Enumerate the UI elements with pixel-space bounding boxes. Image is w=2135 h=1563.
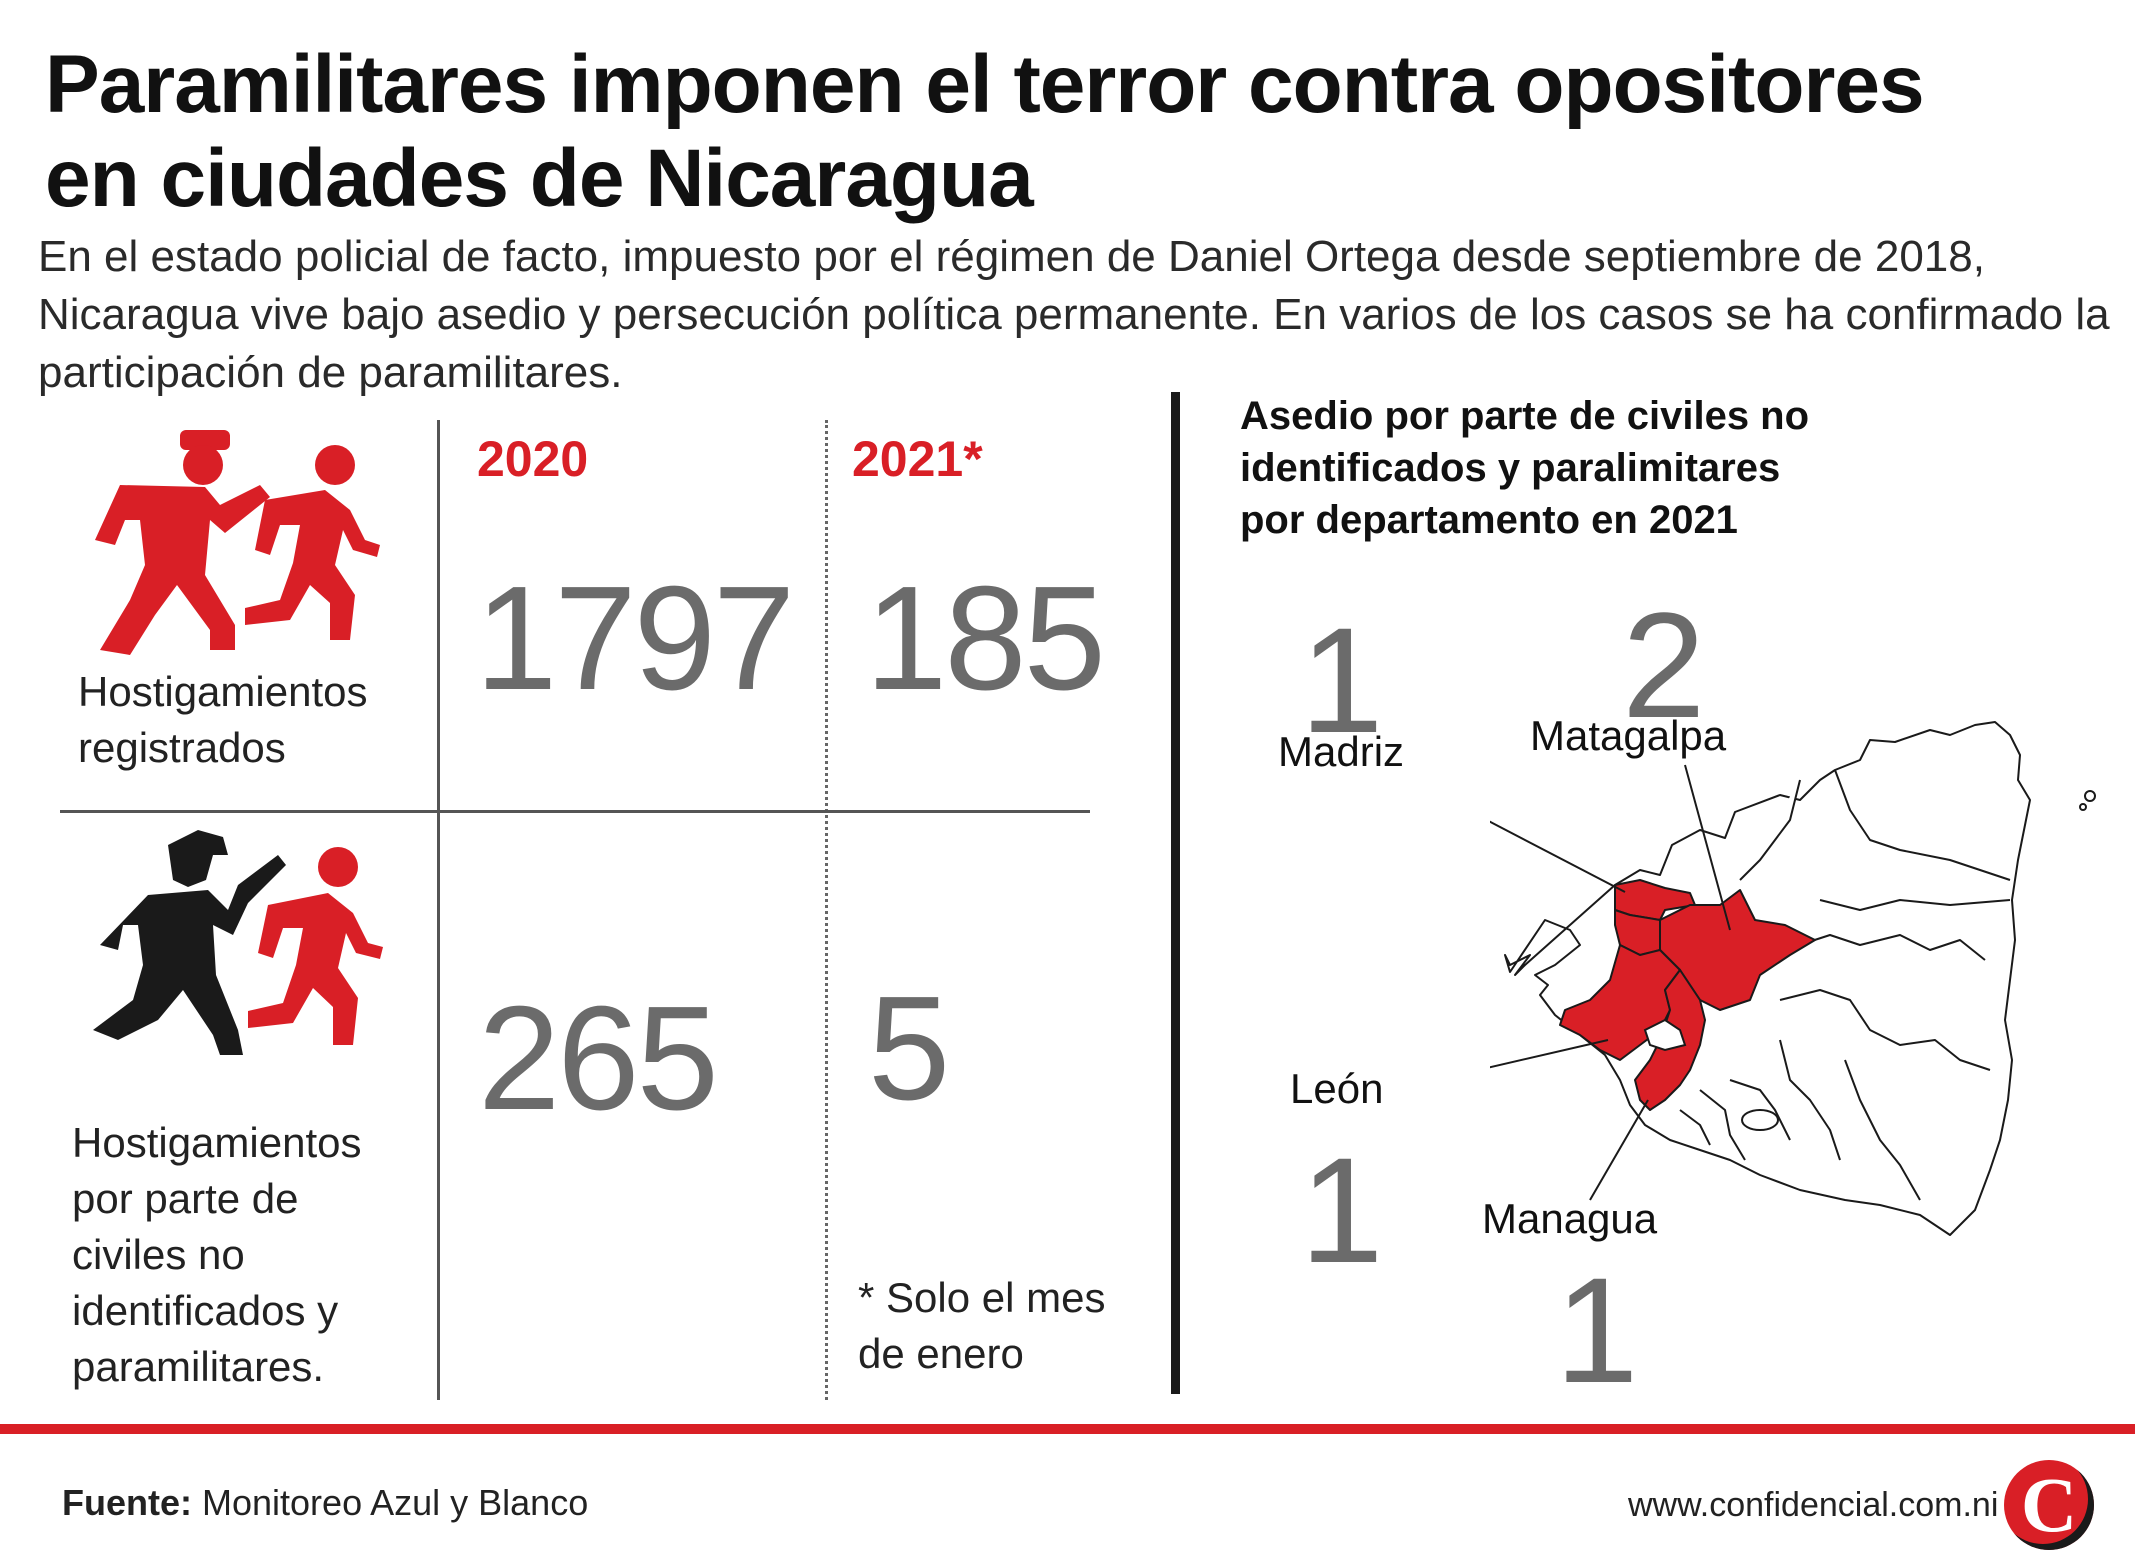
row1-label-line-2: registrados (78, 724, 286, 771)
row1-label-line-1: Hostigamientos (78, 668, 368, 715)
map-title-line-1: Asedio por parte de civiles no (1240, 394, 1810, 438)
row1-value-2020: 1797 (475, 556, 795, 721)
row2-label-line-2: por parte de (72, 1175, 299, 1222)
confidencial-logo[interactable]: C (2004, 1460, 2094, 1550)
source-label: Fuente: (62, 1482, 192, 1523)
row2-label-line-1: Hostigamientos (72, 1119, 362, 1166)
madriz-label: Madriz (1278, 728, 1405, 775)
year-2021-header: 2021* (852, 431, 983, 487)
column-divider-dotted (825, 420, 828, 1400)
madriz-value: 1 (1300, 596, 1384, 764)
intro-line-3: participación de paramilitares. (38, 348, 623, 397)
row2-label-line-5: paramilitares. (72, 1343, 325, 1390)
title-line-1: Paramilitares imponen el terror contra o… (45, 39, 1925, 130)
website-link[interactable]: www.confidencial.com.ni (1628, 1486, 1999, 1524)
logo-letter: C (2020, 1461, 2078, 1548)
footnote-line-2: de enero (858, 1330, 1024, 1377)
source-credit: Fuente: Monitoreo Azul y Blanco (62, 1482, 588, 1524)
column-divider-left (437, 420, 440, 1400)
intro-text: En el estado policial de facto, impuesto… (38, 228, 2118, 402)
paramilitary-chasing-person-icon (93, 830, 383, 1055)
row2-value-2021: 5 (868, 966, 950, 1131)
leon-label: León (1290, 1065, 1384, 1112)
row2-label-line-3: civiles no (72, 1231, 245, 1278)
row-divider (60, 810, 1090, 813)
leon-value: 1 (1300, 1126, 1384, 1294)
intro-line-2: Nicaragua vive bajo asedio y persecución… (38, 290, 2110, 339)
map-title-line-3: por departamento en 2021 (1240, 498, 1738, 542)
title-line-2: en ciudades de Nicaragua (45, 133, 1034, 224)
year-2020-header: 2020 (477, 431, 589, 487)
footnote-line-1: * Solo el mes (858, 1274, 1106, 1321)
intro-line-1: En el estado policial de facto, impuesto… (38, 232, 1985, 281)
footnote: * Solo el mes de enero (858, 1270, 1105, 1382)
managua-label: Managua (1482, 1195, 1658, 1242)
matagalpa-value: 2 (1622, 581, 1706, 749)
section-divider (1171, 392, 1180, 1394)
nicaragua-outline (1504, 721, 2031, 1236)
page-title: Paramilitares imponen el terror contra o… (45, 38, 2045, 226)
source-text: Monitoreo Azul y Blanco (192, 1482, 589, 1523)
row1-label: Hostigamientos registrados (78, 664, 367, 776)
row2-label: Hostigamientos por parte de civiles no i… (72, 1115, 361, 1395)
matagalpa-label: Matagalpa (1530, 712, 1727, 759)
map-title: Asedio por parte de civiles no identific… (1240, 390, 1809, 546)
police-chasing-person-icon (95, 430, 380, 655)
row2-label-line-4: identificados y (72, 1287, 339, 1334)
managua-value: 1 (1555, 1246, 1639, 1414)
footer-accent-band (0, 1424, 2135, 1434)
row2-value-2020: 265 (478, 976, 719, 1141)
row1-value-2021: 185 (865, 556, 1106, 721)
nicaragua-map (1490, 721, 2096, 1236)
map-title-line-2: identificados y paralimitares (1240, 446, 1781, 490)
